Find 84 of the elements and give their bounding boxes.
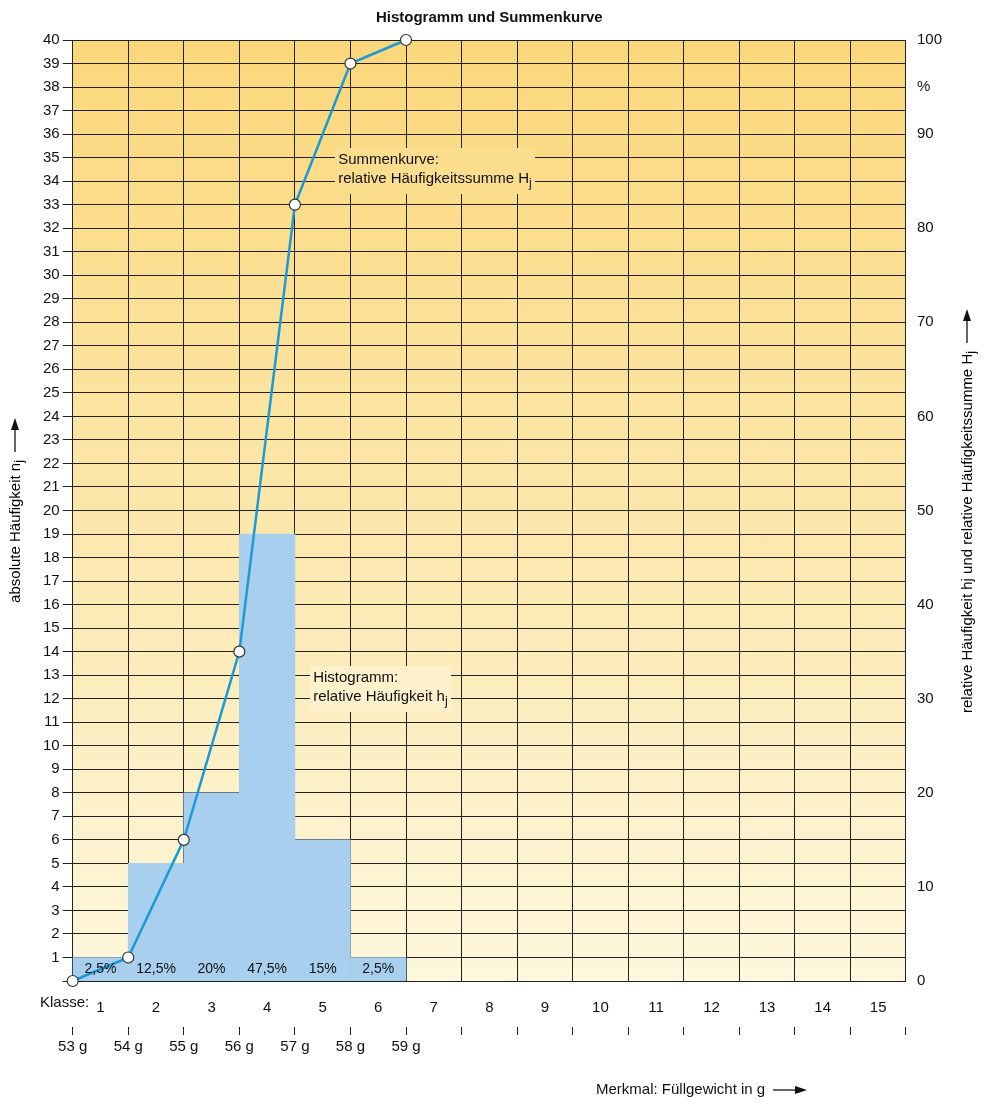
y-tick-label: 36 xyxy=(43,124,60,142)
y-tick-label: 33 xyxy=(43,194,60,212)
x-tick-label: 54 g xyxy=(113,1037,143,1055)
y-tick-label: 28 xyxy=(43,312,60,330)
y2-tick-label: 100 xyxy=(916,30,942,48)
y-tick-label: 35 xyxy=(43,147,60,165)
y2-tick-label: 0 xyxy=(916,971,926,989)
data-label: 20% xyxy=(197,959,226,976)
y-tick-label: 24 xyxy=(43,406,60,424)
y-tick-label: 30 xyxy=(43,265,60,283)
y-tick-label: 31 xyxy=(43,241,60,259)
y-tick-label: 2 xyxy=(51,924,60,942)
annotation: Summenkurve: relative Häufigkeitssumme H$_{j}$ xyxy=(335,148,535,195)
x2-tick-label: 2 xyxy=(151,998,161,1016)
y2-tick-label: 30 xyxy=(916,688,934,706)
y-tick-label: 11 xyxy=(44,712,60,730)
y2-tick-label: 20 xyxy=(916,782,934,800)
y-tick-label: 27 xyxy=(43,335,60,353)
y-tick-label: 21 xyxy=(43,477,60,495)
y-tick-label: 20 xyxy=(43,500,60,518)
y-tick-label: 4 xyxy=(51,877,60,895)
annotation: Histogramm: relative Häufigkeit h$_{j}$ xyxy=(310,665,451,712)
x2-axis-title: Klasse: xyxy=(40,993,90,1010)
y-tick-label: 9 xyxy=(51,759,60,777)
x2-tick-label: 1 xyxy=(96,998,105,1016)
y-tick-label: 1 xyxy=(51,947,60,965)
data-label: 12,5% xyxy=(136,959,176,976)
y-tick-label: 15 xyxy=(43,618,60,636)
y-tick-label: 17 xyxy=(43,571,60,589)
y-tick-label: 5 xyxy=(51,853,60,871)
y-tick-label: 10 xyxy=(43,735,60,753)
x2-tick-label: 7 xyxy=(429,998,438,1016)
y2-tick-label: 10 xyxy=(916,877,934,895)
y-tick-label: 22 xyxy=(43,453,60,471)
y-tick-label: 38 xyxy=(43,77,60,95)
y-tick-label: 23 xyxy=(43,430,60,448)
chart-title: Histogramm und Summenkurve xyxy=(374,8,604,25)
x2-tick-label: 11 xyxy=(648,998,664,1016)
x2-tick-label: 6 xyxy=(374,998,383,1016)
y-tick-label: 34 xyxy=(43,171,60,189)
y-tick-label: 18 xyxy=(43,547,60,565)
x2-tick-label: 4 xyxy=(262,998,272,1016)
x2-tick-label: 8 xyxy=(485,998,494,1016)
y-tick-label: 7 xyxy=(51,806,60,824)
x2-tick-label: 15 xyxy=(869,998,887,1016)
x-tick-label: 53 g xyxy=(58,1037,88,1055)
x-tick-label: 55 g xyxy=(169,1037,199,1055)
y-tick-label: 39 xyxy=(43,53,60,71)
x-tick-label: 59 g xyxy=(391,1037,421,1055)
y2-tick-label: 70 xyxy=(916,312,934,330)
x2-tick-label: 13 xyxy=(758,998,776,1016)
y-tick-label: 3 xyxy=(51,900,60,918)
x2-tick-label: 14 xyxy=(814,998,831,1016)
x2-tick-label: 10 xyxy=(592,998,609,1016)
data-label: 47,5% xyxy=(247,959,287,976)
y-tick-label: 6 xyxy=(51,829,60,847)
y-tick-label: 8 xyxy=(51,782,60,800)
x2-tick-label: 12 xyxy=(703,998,720,1016)
y-tick-label: 40 xyxy=(43,30,60,48)
data-label: 2,5% xyxy=(362,959,395,976)
y2-tick-label: 40 xyxy=(916,594,934,612)
y-tick-label: 13 xyxy=(43,665,60,683)
y-tick-label: 26 xyxy=(43,359,60,377)
y2-tick-label: % xyxy=(916,77,931,95)
y-tick-label: 19 xyxy=(43,524,60,542)
y2-tick-label: 80 xyxy=(916,218,934,236)
x-tick-label: 57 g xyxy=(280,1037,310,1055)
x-axis-title: Merkmal: Füllgewicht in g xyxy=(595,1080,767,1097)
y-tick-label: 32 xyxy=(43,218,60,236)
x2-tick-label: 3 xyxy=(207,998,216,1016)
x-tick-label: 56 g xyxy=(224,1037,254,1055)
x2-tick-label: 9 xyxy=(540,998,550,1016)
y-tick-label: 14 xyxy=(43,641,60,659)
y2-tick-label: 50 xyxy=(916,500,934,518)
y-tick-label: 37 xyxy=(43,100,60,118)
x2-tick-label: 5 xyxy=(318,998,327,1016)
data-label: 15% xyxy=(308,959,337,976)
y2-tick-label: 90 xyxy=(916,124,934,142)
y-tick-label: 12 xyxy=(43,688,60,706)
y-tick-label: 16 xyxy=(43,594,60,612)
y-tick-label: 29 xyxy=(43,288,60,306)
y-tick-label: 25 xyxy=(43,383,60,401)
y2-tick-label: 60 xyxy=(916,406,934,424)
x-tick-label: 58 g xyxy=(335,1037,366,1055)
